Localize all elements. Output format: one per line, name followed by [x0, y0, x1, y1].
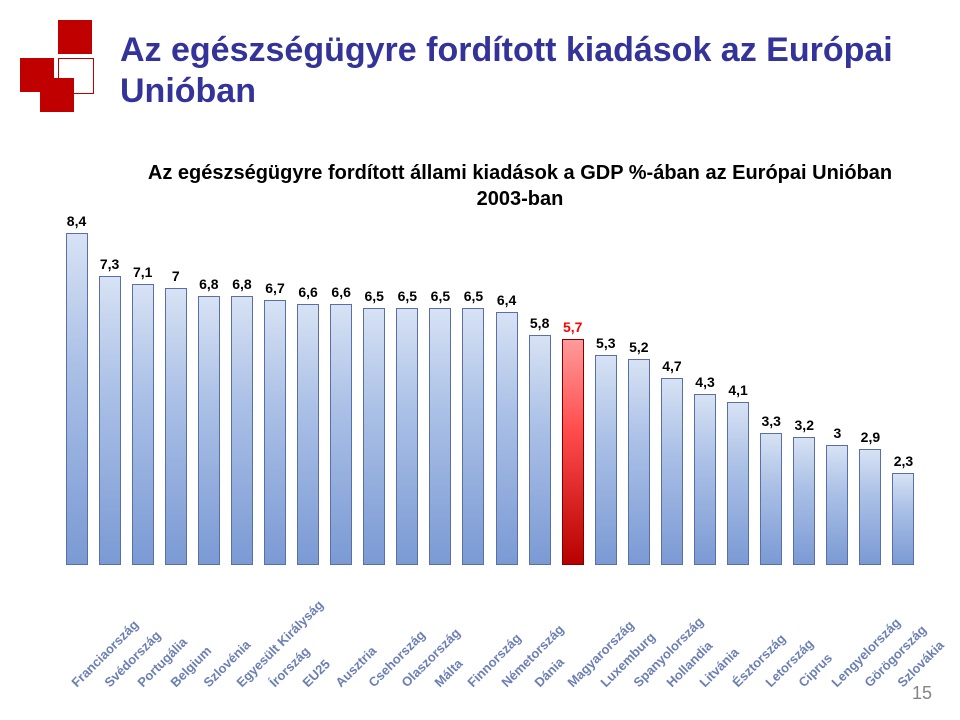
bar-wrap: 5,7	[556, 319, 589, 565]
bar-value-label: 6,8	[232, 276, 251, 292]
bar-wrap: 5,2	[622, 339, 655, 565]
bar-chart: 8,47,37,176,86,86,76,66,66,56,56,56,56,4…	[60, 235, 920, 565]
bar-wrap: 3,3	[755, 413, 788, 565]
bar	[66, 233, 88, 565]
bar-wrap: 6,5	[358, 288, 391, 565]
bar-value-label: 6,5	[398, 288, 417, 304]
page-number: 15	[912, 683, 932, 704]
bar	[727, 402, 749, 565]
bar-value-label: 3,2	[795, 417, 814, 433]
bar-value-label: 6,6	[331, 284, 350, 300]
bar-wrap: 7	[159, 268, 192, 565]
bar-wrap: 4,3	[688, 374, 721, 565]
bar	[595, 355, 617, 565]
bar-value-label: 7,1	[133, 264, 152, 280]
bar-wrap: 6,7	[258, 280, 291, 565]
x-axis-labels: FranciaországSvédországPortugáliaBelgium…	[60, 570, 920, 690]
bar-value-label: 2,9	[861, 429, 880, 445]
bar-wrap: 6,4	[490, 292, 523, 565]
bar-value-label: 4,7	[662, 358, 681, 374]
bar-value-label: 6,8	[199, 276, 218, 292]
bar	[231, 296, 253, 565]
bar-value-label: 6,5	[464, 288, 483, 304]
bar-wrap: 3	[821, 425, 854, 565]
bar	[99, 276, 121, 565]
bar-value-label: 6,5	[365, 288, 384, 304]
bar-wrap: 6,5	[424, 288, 457, 565]
bar	[694, 394, 716, 565]
bar-wrap: 6,8	[225, 276, 258, 565]
bar-value-label: 4,3	[695, 374, 714, 390]
bar-wrap: 3,2	[788, 417, 821, 565]
bar-wrap: 6,8	[192, 276, 225, 565]
bar-wrap: 7,1	[126, 264, 159, 565]
bar	[462, 308, 484, 565]
bar-wrap: 6,5	[391, 288, 424, 565]
bar	[496, 312, 518, 565]
bar	[760, 433, 782, 565]
bar	[661, 378, 683, 565]
bar-value-label: 5,8	[530, 315, 549, 331]
bar	[396, 308, 418, 565]
bar	[793, 437, 815, 565]
bar-value-label: 3,3	[761, 413, 780, 429]
bar-wrap: 6,5	[457, 288, 490, 565]
bar	[297, 304, 319, 565]
bar	[529, 335, 551, 565]
bar-wrap: 6,6	[292, 284, 325, 565]
bar-wrap: 7,3	[93, 256, 126, 565]
bar-value-label: 2,3	[894, 453, 913, 469]
slide-title: Az egészségügyre fordított kiadások az E…	[120, 30, 920, 112]
bar-wrap: 2,9	[854, 429, 887, 565]
bar-wrap: 4,1	[722, 382, 755, 565]
bar-value-label: 6,5	[431, 288, 450, 304]
bar-wrap: 4,7	[655, 358, 688, 565]
bar-wrap: 5,8	[523, 315, 556, 565]
bar	[628, 359, 650, 565]
bar-highlight	[562, 339, 584, 565]
bar-value-label: 5,7	[563, 319, 582, 335]
bar-value-label: 8,4	[67, 213, 86, 229]
slide: Az egészségügyre fordított kiadások az E…	[0, 0, 960, 720]
bar	[264, 300, 286, 565]
bar-value-label: 7	[172, 268, 180, 284]
chart-subtitle: Az egészségügyre fordított állami kiadás…	[120, 160, 920, 212]
bar	[330, 304, 352, 565]
bar	[859, 449, 881, 565]
bar-value-label: 6,4	[497, 292, 516, 308]
logo-squares	[20, 20, 100, 100]
bar-wrap: 5,3	[589, 335, 622, 565]
bar-value-label: 4,1	[728, 382, 747, 398]
bar-value-label: 5,3	[596, 335, 615, 351]
bar-value-label: 3	[833, 425, 841, 441]
bar	[892, 473, 914, 565]
bar-value-label: 7,3	[100, 256, 119, 272]
bar-value-label: 6,7	[265, 280, 284, 296]
bar-value-label: 5,2	[629, 339, 648, 355]
bar-wrap: 8,4	[60, 213, 93, 565]
bar	[429, 308, 451, 565]
bar	[132, 284, 154, 565]
bar	[165, 288, 187, 565]
bar	[198, 296, 220, 565]
bar-value-label: 6,6	[298, 284, 317, 300]
bar-wrap: 2,3	[887, 453, 920, 565]
bar-wrap: 6,6	[325, 284, 358, 565]
bar	[826, 445, 848, 565]
bar	[363, 308, 385, 565]
